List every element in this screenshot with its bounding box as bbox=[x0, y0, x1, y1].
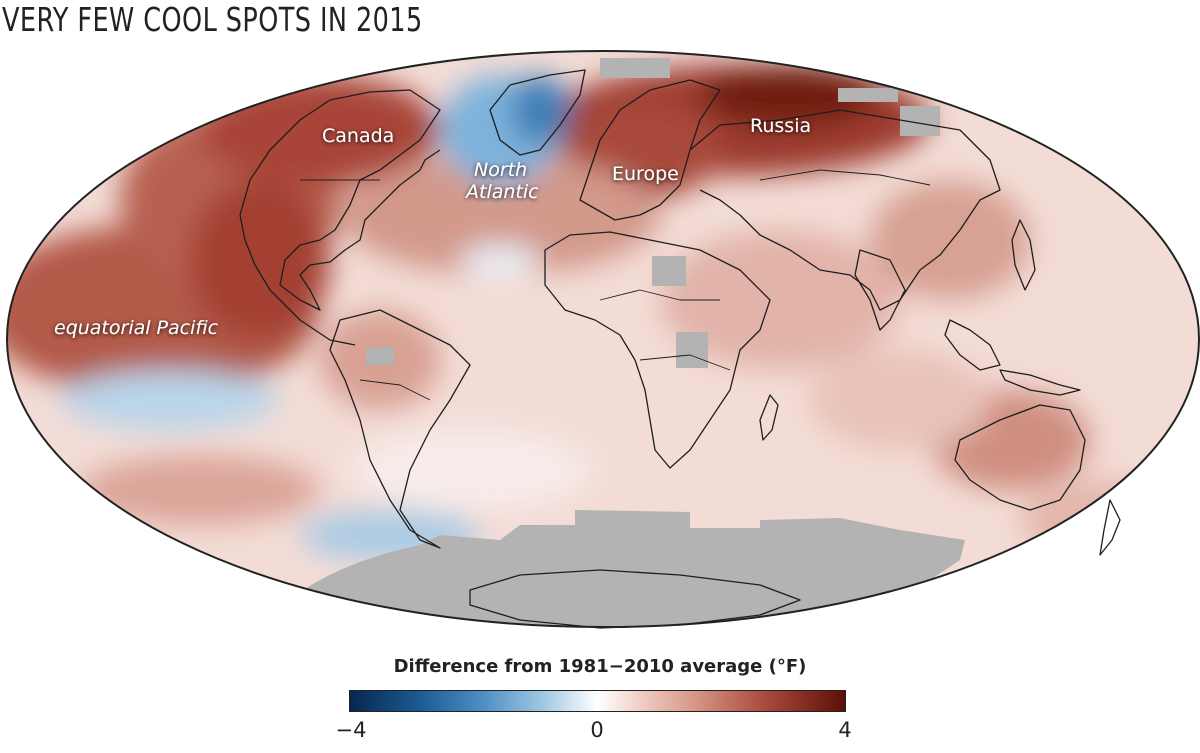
map-title: VERY FEW COOL SPOTS IN 2015 bbox=[2, 0, 423, 39]
legend-min-label: −4 bbox=[335, 718, 367, 742]
label-russia: Russia bbox=[750, 115, 811, 137]
coastlines bbox=[239, 69, 1121, 629]
legend-max-label: 4 bbox=[838, 718, 852, 742]
legend-title: Difference from 1981−2010 average (°F) bbox=[393, 656, 807, 677]
label-canada: Canada bbox=[322, 125, 394, 147]
globe-outline bbox=[6, 50, 1200, 628]
label-north-atlantic-line1: North bbox=[474, 159, 527, 181]
label-europe: Europe bbox=[612, 163, 679, 185]
label-north-atlantic-line2: Atlantic bbox=[464, 181, 539, 203]
color-scale-bar bbox=[349, 690, 846, 712]
label-equatorial-pacific: equatorial Pacific bbox=[54, 317, 219, 339]
anomaly-field bbox=[7, 51, 1199, 627]
no-data-areas bbox=[250, 58, 965, 627]
legend-mid-label: 0 bbox=[590, 718, 604, 742]
